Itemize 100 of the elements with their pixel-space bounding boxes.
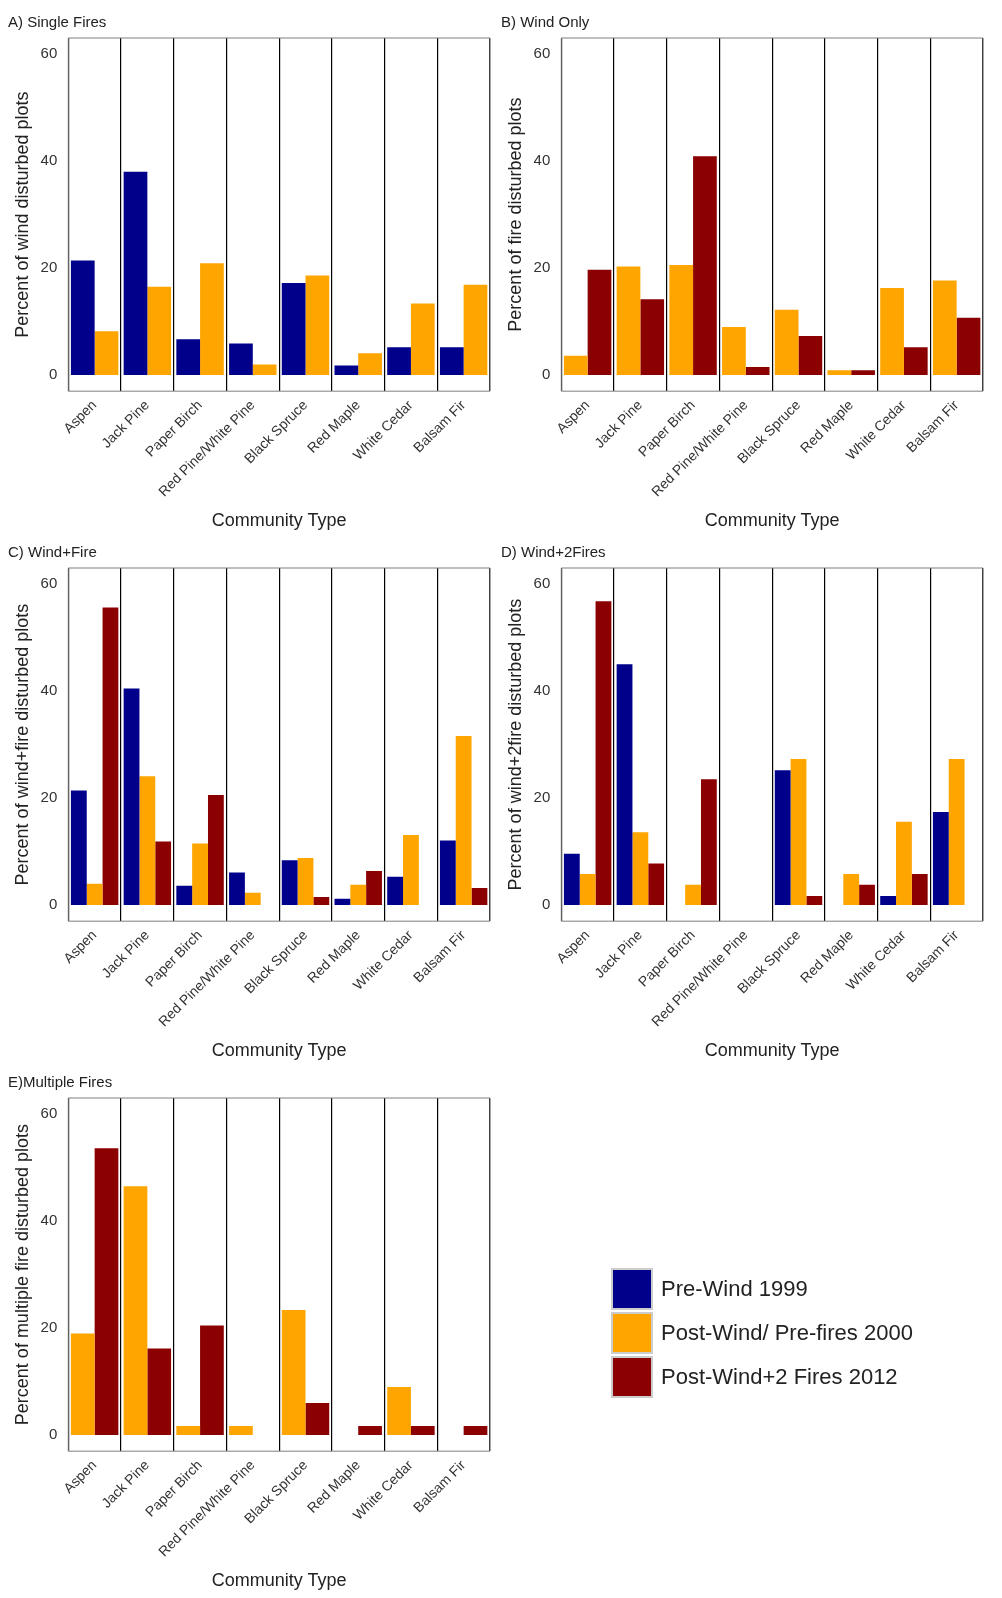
bar (147, 286, 172, 376)
bar (774, 770, 791, 906)
legend-label: Pre-Wind 1999 (661, 1276, 808, 1302)
y-tick-label: 60 (533, 574, 551, 592)
bar (685, 884, 701, 906)
y-tick-label: 40 (40, 681, 58, 699)
legend-label: Post-Wind+2 Fires 2012 (661, 1364, 898, 1390)
bar (956, 317, 981, 376)
y-tick-label: 60 (40, 574, 58, 592)
bar (334, 898, 351, 906)
bar (229, 343, 253, 376)
bar (305, 275, 330, 376)
y-axis-title: Percent of fire disturbed plots (504, 97, 525, 332)
y-tick-label: 0 (541, 365, 551, 383)
y-tick-label: 20 (533, 788, 551, 806)
bar (313, 897, 330, 906)
bar (281, 1309, 306, 1436)
y-tick-label: 40 (533, 151, 551, 169)
bar (305, 1403, 330, 1436)
bar (297, 858, 314, 906)
bar (851, 370, 875, 376)
bar (94, 1148, 119, 1436)
bar (693, 156, 717, 376)
bar (563, 355, 588, 376)
bar (176, 339, 201, 376)
y-tick-label: 0 (48, 1425, 58, 1443)
bar (139, 776, 156, 906)
bar (648, 863, 665, 906)
bar (155, 841, 172, 906)
bar (640, 299, 665, 376)
bar (410, 1426, 435, 1436)
bar (806, 896, 823, 906)
bar (745, 367, 770, 376)
bar (244, 892, 261, 906)
bar (439, 840, 456, 906)
bar (410, 303, 435, 376)
bar (366, 870, 382, 906)
y-axis-title: Percent of wind+2fire disturbed plots (504, 598, 525, 891)
chart-title: C) Wind+Fire (8, 543, 97, 561)
bar (229, 872, 245, 906)
bar (387, 1386, 411, 1436)
bar (281, 283, 306, 376)
bar (616, 266, 641, 376)
x-axis-title: Community Type (211, 1040, 347, 1061)
bar (859, 884, 875, 906)
bar (123, 688, 140, 906)
bar (200, 1325, 224, 1436)
bar (123, 1186, 148, 1436)
bar (387, 876, 404, 906)
x-axis-title: Community Type (704, 1040, 840, 1061)
bar (350, 884, 367, 906)
bar (948, 759, 965, 906)
bar (595, 601, 612, 906)
bar (632, 832, 649, 906)
bar (932, 280, 957, 376)
y-tick-label: 20 (40, 258, 58, 276)
bar (334, 365, 359, 376)
bar (147, 1348, 172, 1436)
bar (281, 860, 298, 906)
y-tick-label: 20 (40, 1318, 58, 1336)
bar (176, 1426, 201, 1436)
y-axis-title: Percent of multiple fire disturbed plots (11, 1124, 32, 1426)
y-tick-label: 20 (40, 788, 58, 806)
y-tick-label: 40 (40, 1211, 58, 1229)
bar (722, 326, 746, 376)
y-tick-label: 0 (48, 365, 58, 383)
bar (579, 874, 596, 906)
bar (790, 759, 807, 906)
bar (669, 264, 694, 376)
bar (94, 331, 119, 376)
bar (563, 853, 580, 906)
y-tick-label: 0 (48, 895, 58, 913)
bar (774, 309, 799, 376)
bar (176, 885, 193, 906)
y-tick-label: 60 (40, 1104, 58, 1122)
bar (387, 347, 411, 376)
y-tick-label: 40 (533, 681, 551, 699)
bar (70, 260, 95, 376)
bar (471, 888, 488, 906)
bar (932, 812, 949, 906)
bar (70, 790, 87, 906)
bar (192, 843, 208, 906)
bar (200, 263, 224, 376)
y-axis-title: Percent of wind+fire disturbed plots (11, 603, 32, 886)
bar (455, 736, 472, 906)
bar (798, 336, 823, 376)
bar (587, 269, 612, 376)
x-axis-title: Community Type (704, 510, 840, 531)
bar (463, 1426, 488, 1436)
chart-title: A) Single Fires (8, 13, 107, 31)
bar (827, 370, 852, 376)
bar (358, 353, 382, 376)
bar (896, 821, 912, 906)
chart-title: D) Wind+2Fires (501, 543, 606, 561)
y-tick-label: 0 (541, 895, 551, 913)
bar (843, 874, 860, 906)
bar (700, 779, 717, 906)
bar (616, 664, 633, 906)
bar (207, 794, 224, 906)
bar (252, 364, 277, 376)
